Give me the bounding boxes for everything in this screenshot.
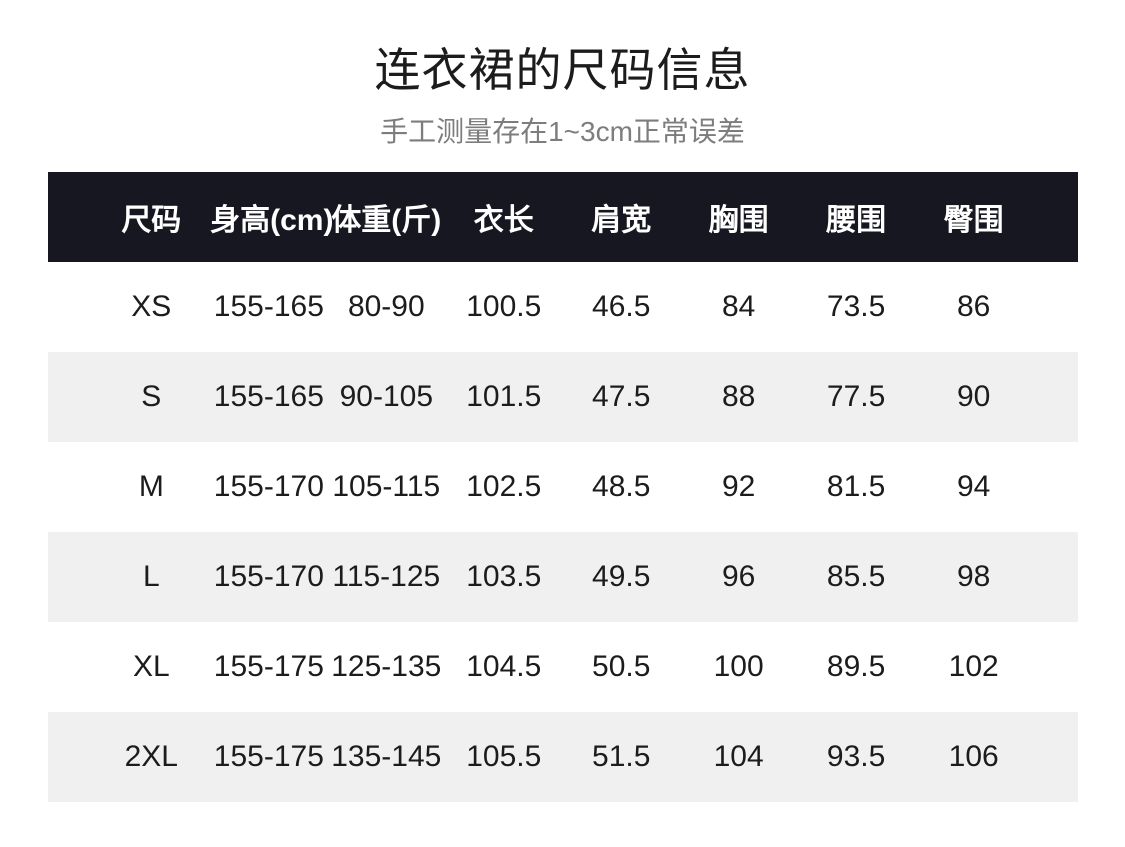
table-cell: 104 (713, 740, 764, 773)
header-cell-6: 腰围 (797, 172, 915, 262)
page-subtitle: 手工测量存在1~3cm正常误差 (380, 116, 745, 147)
header-cell-3: 衣长 (445, 172, 563, 262)
size-label-cell: XL (132, 650, 170, 683)
size-label-cell: M (138, 470, 164, 503)
table-cell: 92 (721, 470, 756, 503)
table-cell: 125-135 (331, 650, 442, 683)
size-table: 尺码 身高(cm) 体重(斤) 衣长 肩宽 胸围 腰围 臀围 XS 155-165 80-90 10… (47, 172, 1078, 802)
table-row-2XL: 2XL 155-175 135-145 105.5 51.5 104 93.5 106 (47, 712, 1078, 802)
size-label-cell: L (142, 560, 160, 593)
table-row-XL: XL 155-175 125-135 104.5 50.5 100 89.5 102 (48, 622, 1078, 712)
table-cell: 100.5 (466, 290, 542, 323)
table-cell: 90-105 (339, 380, 434, 413)
page-title: 连衣裙的尺码信息 (374, 44, 751, 96)
table-row-XS: XS 155-165 80-90 100.5 46.5 84 73.5 86 (48, 262, 1078, 352)
table-cell: 84 (721, 290, 756, 323)
table-cell: 49.5 (592, 560, 651, 593)
table-cell: 93.5 (826, 740, 886, 773)
table-cell: 155-170 (213, 470, 324, 503)
table-cell: 73.5 (826, 290, 886, 323)
table-row-L: L 155-170 115-125 103.5 49.5 96 85.5 98 (47, 532, 1078, 622)
table-cell: 155-170 (213, 560, 324, 593)
header-cell-1: 身高(cm) (210, 172, 333, 262)
table-cell: 80-90 (347, 290, 425, 323)
table-cell: 94 (956, 470, 991, 503)
table-cell: 102.5 (466, 470, 542, 503)
table-row-M: M 155-170 105-115 102.5 48.5 92 81.5 94 (48, 442, 1078, 532)
table-cell: 106 (948, 740, 999, 773)
table-cell: 81.5 (826, 470, 886, 503)
table-cell: 51.5 (592, 740, 651, 773)
table-cell: 102 (948, 650, 999, 683)
table-cell: 89.5 (826, 650, 886, 683)
table-cell: 104.5 (466, 650, 542, 683)
table-cell: 88 (721, 380, 756, 413)
header-cell-5: 胸围 (679, 172, 798, 262)
header-cell-7: 臀围 (914, 172, 1078, 262)
table-row-S: S 155-165 90-105 101.5 47.5 88 77.5 90 (47, 352, 1078, 442)
table-cell: 50.5 (592, 650, 651, 683)
table-cell: 155-165 (213, 290, 324, 323)
table-cell: 155-175 (213, 740, 324, 773)
table-cell: 105-115 (332, 470, 441, 503)
header-cell-0: 尺码 (47, 172, 211, 262)
table-cell: 85.5 (826, 560, 886, 593)
size-table-header-row: 尺码 身高(cm) 体重(斤) 衣长 肩宽 胸围 腰围 臀围 (47, 172, 1078, 262)
table-cell: 101.5 (466, 380, 542, 413)
table-cell: 98 (956, 560, 991, 593)
table-cell: 105.5 (466, 740, 542, 773)
table-cell: 155-165 (213, 380, 324, 413)
table-cell: 155-175 (213, 650, 324, 683)
table-cell: 86 (956, 290, 991, 323)
table-cell: 47.5 (592, 380, 651, 413)
table-cell: 96 (721, 560, 756, 593)
size-table-head: 尺码 身高(cm) 体重(斤) 衣长 肩宽 胸围 腰围 臀围 (47, 172, 1078, 262)
size-label-cell: S (141, 380, 162, 413)
table-cell: 103.5 (466, 560, 542, 593)
table-cell: 46.5 (592, 290, 651, 323)
table-cell: 77.5 (826, 380, 886, 413)
table-cell: 135-145 (331, 740, 442, 773)
size-label-cell: 2XL (124, 740, 178, 773)
table-cell: 100 (713, 650, 764, 683)
size-table-body: XS 155-165 80-90 100.5 46.5 84 73.5 86 S 155-165 9… (47, 262, 1078, 802)
table-cell: 90 (956, 380, 991, 413)
size-label-cell: XS (131, 290, 172, 323)
table-cell: 115-125 (332, 560, 441, 593)
header-cell-2: 体重(斤) (327, 172, 446, 262)
table-cell: 48.5 (592, 470, 651, 503)
header-cell-4: 肩宽 (562, 172, 680, 262)
